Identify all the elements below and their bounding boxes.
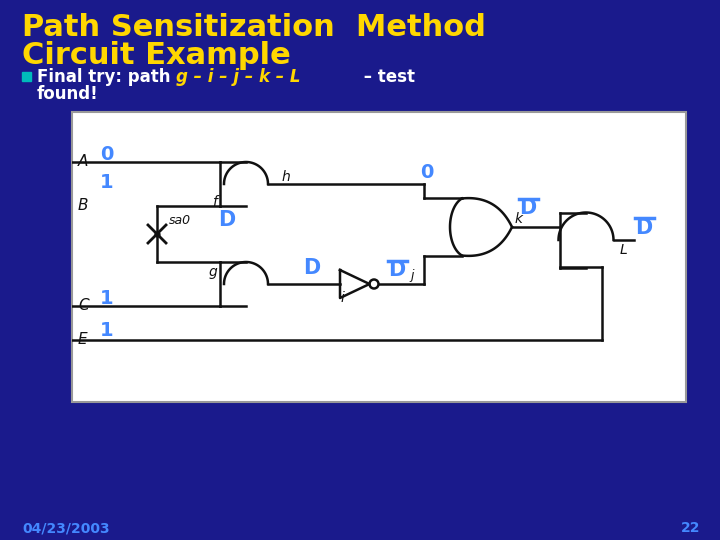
Text: 0: 0 xyxy=(420,163,433,181)
Text: 0: 0 xyxy=(100,145,114,164)
Text: C: C xyxy=(78,299,89,314)
Text: E: E xyxy=(78,333,88,348)
Text: h: h xyxy=(282,170,290,184)
Text: g: g xyxy=(208,265,217,279)
FancyBboxPatch shape xyxy=(72,112,686,402)
Text: Final try: path: Final try: path xyxy=(37,68,176,86)
Text: 22: 22 xyxy=(680,521,700,535)
Text: D: D xyxy=(218,210,235,230)
Text: D: D xyxy=(519,198,536,218)
Text: 1: 1 xyxy=(100,321,114,340)
Text: B: B xyxy=(78,199,89,213)
Text: sa0: sa0 xyxy=(169,213,191,226)
Bar xyxy=(22,72,31,81)
Text: A: A xyxy=(78,154,89,170)
Text: g – i – j – k – L: g – i – j – k – L xyxy=(176,68,300,86)
Text: k: k xyxy=(515,212,523,226)
Text: D: D xyxy=(635,218,652,238)
Text: j: j xyxy=(410,269,414,282)
Text: Path Sensitization  Method: Path Sensitization Method xyxy=(22,13,486,42)
Text: L: L xyxy=(620,243,627,257)
Text: i: i xyxy=(340,291,344,305)
Text: 04/23/2003: 04/23/2003 xyxy=(22,521,109,535)
Text: Circuit Example: Circuit Example xyxy=(22,41,291,70)
Text: 1: 1 xyxy=(100,172,114,192)
Text: f: f xyxy=(212,195,217,209)
Text: 1: 1 xyxy=(100,288,114,307)
Text: D: D xyxy=(388,260,405,280)
Text: D: D xyxy=(303,258,320,278)
Text: – test: – test xyxy=(358,68,415,86)
Text: found!: found! xyxy=(37,85,99,103)
